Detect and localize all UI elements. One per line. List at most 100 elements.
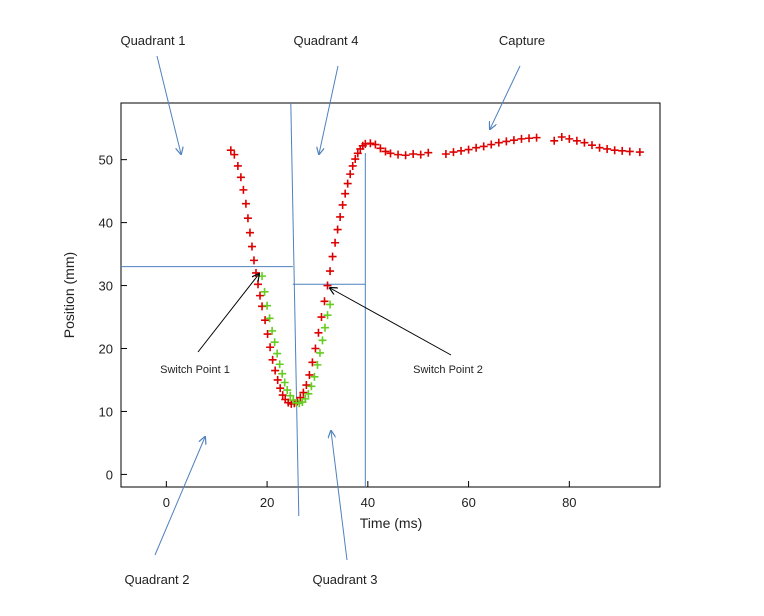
series-1-point (261, 316, 270, 325)
series-1-point (296, 393, 305, 402)
series-1-point (326, 267, 335, 276)
series-1-point (441, 149, 450, 158)
series-1-point (394, 150, 403, 159)
series-1-point (351, 155, 360, 164)
series-2-point (323, 311, 332, 320)
guide-lines (121, 102, 366, 517)
series-1-point (236, 173, 245, 182)
label-switch-point-2: Switch Point 2 (413, 364, 483, 376)
series-1-point (233, 161, 242, 170)
y-tick-label: 20 (99, 342, 113, 357)
y-tick-label: 0 (106, 467, 113, 482)
series-1-point (268, 355, 277, 364)
series-1-point (449, 148, 458, 157)
label-capture: Capture (499, 33, 545, 48)
series-1-point (336, 212, 345, 221)
label-quadrant-3: Quadrant 3 (312, 572, 377, 587)
series-1-point (247, 242, 256, 251)
series-1-point (271, 366, 280, 375)
series-1-point (472, 143, 481, 152)
series-1-point (302, 381, 311, 390)
series-1-point (525, 134, 534, 143)
series-2-point (268, 326, 277, 335)
series-1-point (509, 136, 518, 145)
series-1-point (409, 149, 418, 158)
x-tick-label: 80 (562, 495, 576, 510)
series-2-point (301, 394, 310, 403)
series-1-point (557, 132, 566, 141)
series-1-point (245, 228, 254, 237)
series-1-point (587, 141, 596, 150)
series-2-point (286, 391, 295, 400)
label-quadrant-4: Quadrant 4 (293, 33, 358, 48)
series-1-point (249, 256, 258, 265)
series-1-point (457, 146, 466, 155)
series-2-point (313, 360, 322, 369)
series-1-point (479, 142, 488, 151)
series-1-point (401, 151, 410, 160)
series-1-point (348, 161, 357, 170)
series-1-point (487, 140, 496, 149)
series-1-point (311, 344, 320, 353)
series-1-point (299, 388, 308, 397)
series-1-point (273, 375, 282, 384)
series-1-point (603, 144, 612, 153)
series-1-point (343, 179, 352, 188)
series-1-point (371, 140, 380, 149)
series-1-point (333, 225, 342, 234)
series-1-point (464, 145, 473, 154)
arrow-quadrant-1 (156, 55, 181, 154)
arrow-quadrant-2 (154, 437, 205, 556)
series-2-point (275, 360, 284, 369)
y-tick-label: 10 (99, 404, 113, 419)
series-2-point (310, 372, 319, 381)
series-1-point (580, 138, 589, 147)
series-2-point (307, 382, 316, 391)
x-tick-label: 60 (461, 495, 475, 510)
series-1-point (386, 149, 395, 158)
series-1-point (346, 170, 355, 179)
series-1-point (308, 358, 317, 367)
series-1-point (424, 148, 433, 157)
series-1-point (317, 313, 326, 322)
series-1-point (241, 199, 250, 208)
series-1-point (266, 343, 275, 352)
series-1-point (243, 214, 252, 223)
label-quadrant-2: Quadrant 2 (124, 572, 189, 587)
series-2-point (273, 349, 282, 358)
series-2-point (283, 386, 292, 395)
series-1-point (595, 143, 604, 152)
y-axis-title: Position (mm) (61, 252, 77, 338)
series-2-point (263, 301, 272, 310)
series-1-point (239, 185, 248, 194)
x-tick-label: 20 (260, 495, 274, 510)
series-1-point (276, 384, 285, 393)
series-1-point (502, 137, 511, 146)
series-1-point (381, 147, 390, 156)
series-2-point (304, 389, 313, 398)
series-1-point (341, 189, 350, 198)
series-2-point (270, 338, 279, 347)
series-1-point (353, 149, 362, 158)
series-1-point (610, 146, 619, 155)
series-1-point (532, 133, 541, 142)
series-1-point (565, 134, 574, 143)
series-1-point (517, 134, 526, 143)
series-1-point (278, 391, 287, 400)
guide-vertical-1 (290, 102, 300, 517)
series-1-point (320, 297, 329, 306)
series-2-point (315, 348, 324, 357)
series-1-point (494, 138, 503, 147)
series-1-point (263, 330, 272, 339)
arrow-capture (490, 65, 521, 129)
series-2-point (326, 300, 335, 309)
series-2-point (318, 336, 327, 345)
series-2-point (280, 378, 289, 387)
x-tick-label: 40 (361, 495, 375, 510)
series-2-point (265, 314, 274, 323)
series-2-point (278, 369, 287, 378)
series-1-point (376, 144, 385, 153)
series-1-point (305, 370, 314, 379)
y-tick-label: 30 (99, 279, 113, 294)
